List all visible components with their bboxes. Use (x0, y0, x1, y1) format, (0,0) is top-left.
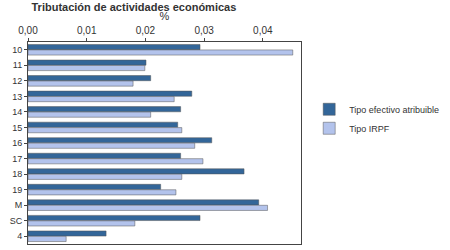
svg-text:11: 11 (13, 60, 22, 70)
svg-text:0,00: 0,00 (18, 25, 38, 36)
svg-text:Tipo efectivo atribuible: Tipo efectivo atribuible (349, 105, 439, 115)
svg-text:0,01: 0,01 (77, 25, 97, 36)
svg-text:4: 4 (17, 231, 22, 241)
svg-text:12: 12 (12, 76, 22, 86)
svg-text:13: 13 (12, 92, 22, 102)
svg-text:SC: SC (10, 216, 23, 226)
svg-text:18: 18 (12, 169, 22, 179)
svg-text:0,02: 0,02 (136, 25, 156, 36)
svg-text:15: 15 (12, 123, 22, 133)
svg-text:17: 17 (12, 154, 22, 164)
svg-text:Tributación de actividades eco: Tributación de actividades económicas (32, 1, 237, 13)
svg-text:14: 14 (12, 107, 22, 117)
svg-text:Tipo IRPF: Tipo IRPF (349, 124, 390, 134)
svg-text:10: 10 (12, 45, 22, 55)
svg-text:%: % (160, 10, 170, 22)
svg-text:16: 16 (12, 138, 22, 148)
svg-text:19: 19 (12, 185, 22, 195)
svg-text:M: M (15, 200, 23, 210)
svg-text:0,03: 0,03 (194, 25, 214, 36)
svg-text:0,04: 0,04 (253, 25, 273, 36)
